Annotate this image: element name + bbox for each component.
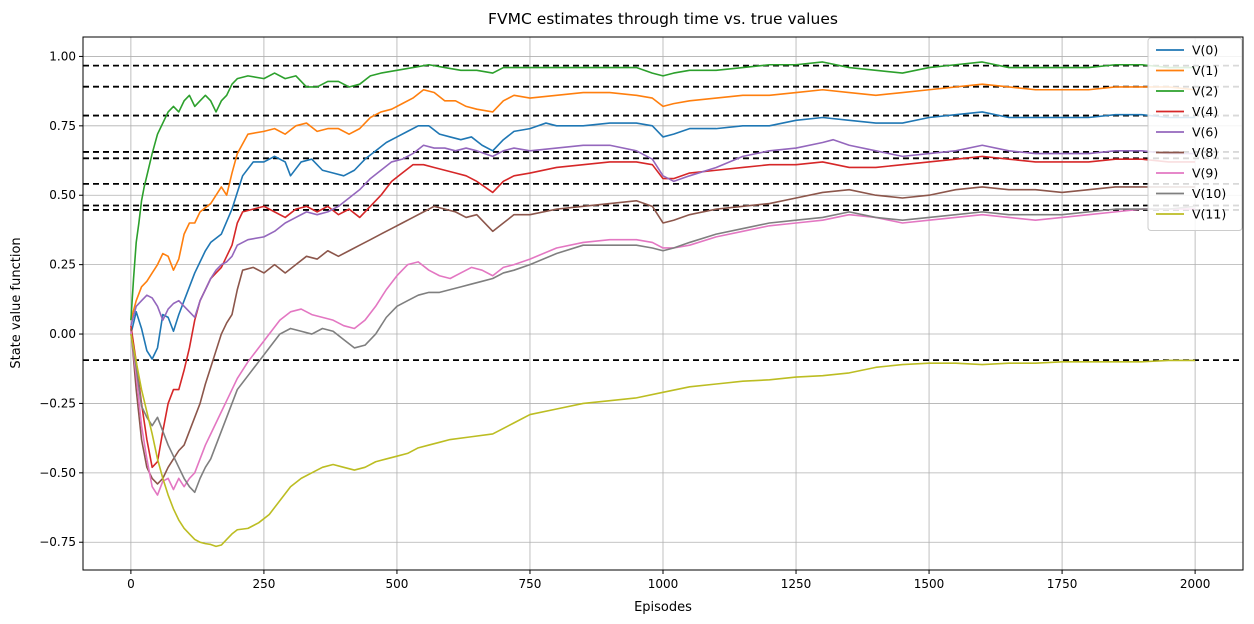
x-tick-label: 500 xyxy=(385,577,408,591)
x-tick-label: 750 xyxy=(519,577,542,591)
x-axis-ticks: 0 250 500 750 1000 1250 1500 1750 2000 xyxy=(127,570,1210,591)
legend: V(0) V(1) V(2) V(4) V(6) V(8) V(9) V(10) V(11) xyxy=(1147,37,1243,231)
chart-title: FVMC estimates through time vs. true val… xyxy=(488,10,838,28)
x-tick-label: 1500 xyxy=(914,577,945,591)
y-tick-label: 0.25 xyxy=(49,258,76,272)
y-tick-label: 1.00 xyxy=(49,49,76,63)
y-axis-label: State value function xyxy=(9,237,24,368)
legend-label: V(10) xyxy=(1192,186,1226,201)
legend-label: V(6) xyxy=(1192,125,1218,140)
x-tick-label: 0 xyxy=(127,577,135,591)
series-line-v9 xyxy=(130,208,1196,496)
legend-label: V(2) xyxy=(1192,84,1218,99)
x-tick-label: 1750 xyxy=(1047,577,1078,591)
y-tick-label: −0.75 xyxy=(39,535,76,549)
x-tick-label: 1250 xyxy=(781,577,812,591)
legend-label: V(0) xyxy=(1192,43,1218,58)
y-tick-label: 0.00 xyxy=(49,327,76,341)
series-line-v8 xyxy=(130,186,1196,485)
series-line-v0 xyxy=(130,111,1196,360)
true-value-lines xyxy=(83,64,1243,362)
legend-label: V(4) xyxy=(1192,104,1218,119)
series-line-v10 xyxy=(130,205,1196,494)
series-line-v1 xyxy=(130,83,1196,321)
y-axis-ticks: −0.75 −0.50 −0.25 0.00 0.25 0.50 0.75 1.00 xyxy=(39,49,83,549)
x-tick-label: 250 xyxy=(252,577,275,591)
y-tick-label: 0.75 xyxy=(49,119,76,133)
x-tick-label: 1000 xyxy=(648,577,679,591)
y-tick-label: −0.50 xyxy=(39,466,76,480)
series-line-v6 xyxy=(130,138,1196,326)
legend-label: V(11) xyxy=(1192,207,1226,222)
x-tick-label: 2000 xyxy=(1180,577,1211,591)
y-tick-label: −0.25 xyxy=(39,396,76,410)
series-line-v11 xyxy=(130,333,1196,548)
y-tick-label: 0.50 xyxy=(49,188,76,202)
legend-box xyxy=(1147,37,1243,231)
grid-lines xyxy=(83,37,1243,570)
x-axis-label: Episodes xyxy=(634,600,692,615)
series-line-v2 xyxy=(130,61,1196,321)
legend-label: V(1) xyxy=(1192,63,1218,78)
legend-label: V(8) xyxy=(1192,145,1218,160)
series-lines xyxy=(130,61,1196,548)
legend-label: V(9) xyxy=(1192,166,1218,181)
